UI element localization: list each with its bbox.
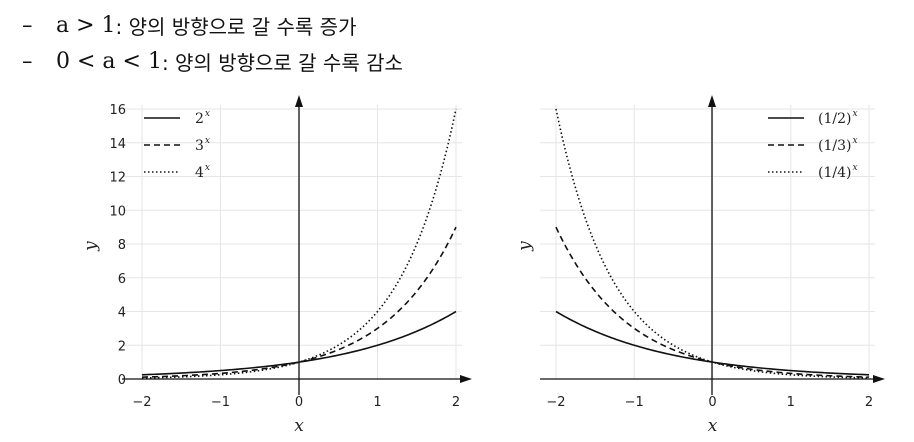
legend-label: 2 xyxy=(195,111,204,127)
legend-label-superscript: x xyxy=(852,163,857,173)
x-axis-arrow xyxy=(460,375,472,383)
x-tick-label: −1 xyxy=(211,395,230,410)
x-tick-label: 1 xyxy=(787,395,795,410)
bullet-dash: – xyxy=(22,13,33,37)
x-tick-label: 2 xyxy=(452,395,460,410)
y-axis-label: y xyxy=(81,241,101,252)
y-tick-label: 2 xyxy=(118,339,126,354)
x-tick-label: −2 xyxy=(546,395,565,410)
y-tick-label: 10 xyxy=(109,204,126,219)
x-tick-label: 1 xyxy=(373,395,381,410)
series-line-1 xyxy=(141,310,457,376)
x-tick-label: 2 xyxy=(865,395,873,410)
x-axis-label: x xyxy=(708,416,718,436)
grid xyxy=(122,105,462,380)
legend-label-superscript: x xyxy=(205,163,210,173)
legend-label: (1/4) xyxy=(818,165,851,181)
legend-label: (1/2) xyxy=(818,111,851,127)
bullet-item-increasing: – a > 1 : 양의 방향으로 갈 수록 증가 xyxy=(22,8,356,42)
series-line-3 xyxy=(141,108,457,379)
x-axis-label: x xyxy=(294,416,304,436)
y-axis-arrow xyxy=(708,95,716,107)
x-tick-label: −2 xyxy=(132,395,151,410)
chart-panel-2: −2 −1 0 1 2xy(1/2) x(1/3) x(1/4) x xyxy=(515,95,885,436)
y-tick-label: 4 xyxy=(118,306,126,321)
bullet-condition: a > 1 xyxy=(56,12,116,38)
y-tick-label: 14 xyxy=(109,137,126,152)
y-axis-arrow xyxy=(295,95,303,107)
legend-label: 3 xyxy=(195,138,204,154)
x-tick-label: −1 xyxy=(625,395,644,410)
y-axis-label: y xyxy=(515,241,535,252)
y-tick-label: 16 xyxy=(109,103,126,118)
series-line-2 xyxy=(141,226,457,378)
legend-label-superscript: x xyxy=(205,109,210,119)
legend-label: 4 xyxy=(195,165,204,181)
series-line-2 xyxy=(555,226,870,378)
legend-label-superscript: x xyxy=(852,109,857,119)
y-tick-label: 6 xyxy=(118,272,126,287)
x-tick-label: 0 xyxy=(708,395,716,410)
x-tick-label: 0 xyxy=(295,395,303,410)
bullet-condition: 0 < a < 1 xyxy=(56,48,162,74)
bullet-item-decreasing: – 0 < a < 1 : 양의 방향으로 갈 수록 감소 xyxy=(22,44,403,78)
y-tick-label: 8 xyxy=(118,238,126,253)
y-tick-label: 0 xyxy=(118,373,126,388)
bullet-description: : 양의 방향으로 갈 수록 증가 xyxy=(115,14,357,39)
legend-label: (1/3) xyxy=(818,138,851,154)
x-axis-arrow xyxy=(873,375,885,383)
bullet-dash: – xyxy=(22,49,33,73)
y-tick-label: 12 xyxy=(109,171,126,186)
legend-label-superscript: x xyxy=(852,136,857,146)
bullet-description: : 양의 방향으로 갈 수록 감소 xyxy=(161,50,403,75)
legend-label-superscript: x xyxy=(205,136,210,146)
